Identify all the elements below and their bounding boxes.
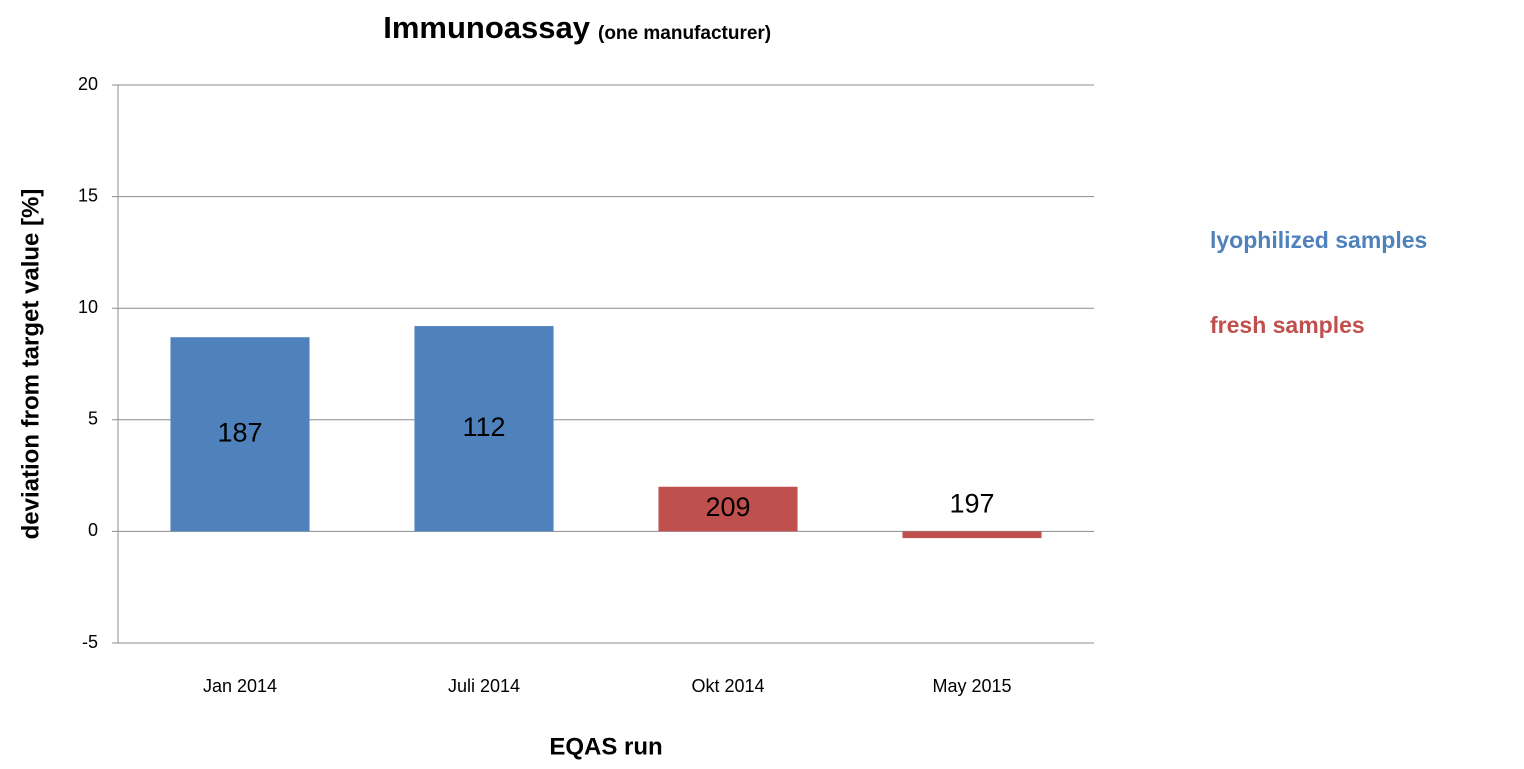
bar xyxy=(414,326,554,532)
y-tick-label: 0 xyxy=(88,520,98,540)
chart-subtitle: (one manufacturer) xyxy=(598,23,771,44)
legend-entry: fresh samples xyxy=(1210,312,1365,338)
x-axis-label: EQAS run xyxy=(549,733,662,760)
bar-annotation: 209 xyxy=(705,492,750,522)
bar-annotation: 112 xyxy=(462,412,505,442)
x-tick-label: Juli 2014 xyxy=(448,676,520,696)
legend-entry: lyophilized samples xyxy=(1210,227,1427,253)
y-tick-label: 20 xyxy=(78,74,98,94)
y-tick-label: 5 xyxy=(88,409,98,429)
x-tick-label: May 2015 xyxy=(932,676,1011,696)
bar-annotation: 197 xyxy=(949,489,994,519)
bar-annotation: 187 xyxy=(217,417,262,447)
bar xyxy=(170,337,310,532)
y-tick-label: 15 xyxy=(78,185,98,205)
y-tick-label: 10 xyxy=(78,297,98,317)
bar xyxy=(658,486,798,532)
chart-title: Immunoassay xyxy=(383,10,591,45)
x-tick-label: Okt 2014 xyxy=(691,676,764,696)
y-tick-label: -5 xyxy=(82,632,98,652)
y-axis-label: deviation from target value [%] xyxy=(17,189,44,540)
x-tick-label: Jan 2014 xyxy=(203,676,277,696)
bar xyxy=(902,531,1042,539)
